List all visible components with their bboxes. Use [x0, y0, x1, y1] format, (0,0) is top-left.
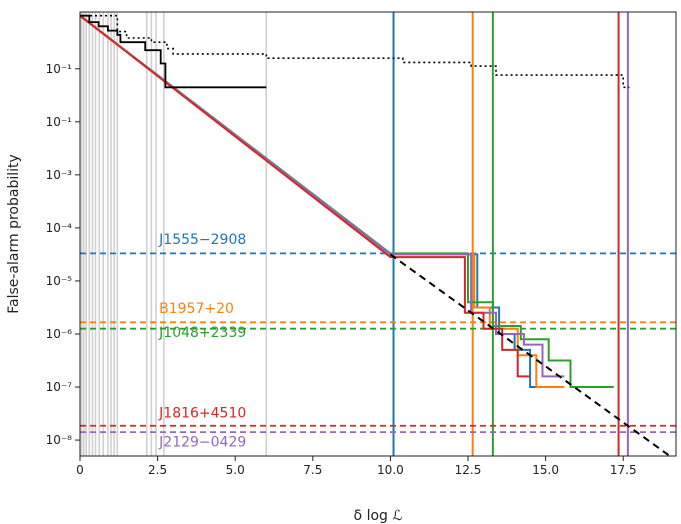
black-step-curve — [80, 14, 267, 89]
x-tick-label: 2.5 — [148, 463, 167, 477]
dashed-fit-line — [389, 253, 671, 456]
source-label-j1555-2908: J1555−2908 — [158, 232, 246, 248]
y-tick-label: 10⁻⁵ — [46, 274, 73, 288]
x-tick-label: 0 — [76, 463, 84, 477]
y-tick-label: 10⁻⁷ — [46, 380, 73, 394]
y-tick-label: 10⁻⁴ — [46, 221, 73, 235]
y-tick-label: 10⁻⁶ — [46, 327, 73, 341]
x-axis-title: δ log ℒ — [354, 508, 403, 524]
source-label-j1816-4510: J1816+4510 — [158, 405, 246, 421]
y-axis-title: False-alarm probability — [6, 154, 22, 314]
axis-ticks: 0 2.5 5.0 7.5 10.0 12.5 15.0 17.5 10⁻¹ 10⁻¹ 10⁻³ 10… — [46, 62, 637, 477]
source-label-j1048-2339: J1048+2339 — [158, 325, 246, 341]
y-tick-label: 10⁻⁸ — [46, 433, 73, 447]
x-tick-label: 10.0 — [377, 463, 404, 477]
x-tick-label: 12.5 — [455, 463, 482, 477]
plot-area: J1555−2908 B1957+20 J1048+2339 J1816+4510 J2… — [80, 12, 676, 456]
y-tick-label: 10⁻¹ — [46, 62, 73, 76]
fap-curve-3 — [80, 14, 565, 378]
source-label-b1957-20: B1957+20 — [159, 301, 234, 317]
dotted-step-curve — [80, 14, 630, 89]
x-tick-label: 15.0 — [532, 463, 559, 477]
x-tick-label: 7.5 — [303, 463, 322, 477]
source-label-j2129-0429: J2129−0429 — [158, 435, 246, 451]
y-tick-label: 10⁻³ — [46, 168, 73, 182]
fap-curve-4 — [80, 14, 531, 378]
y-tick-label: 10⁻¹ — [46, 115, 73, 129]
plot-frame — [79, 11, 677, 457]
x-tick-label: 17.5 — [610, 463, 637, 477]
x-tick-label: 5.0 — [226, 463, 245, 477]
